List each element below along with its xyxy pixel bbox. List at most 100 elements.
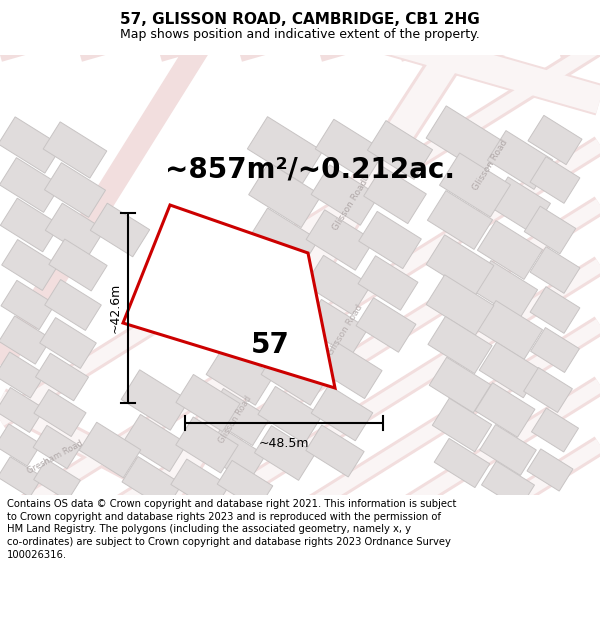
- Polygon shape: [0, 158, 61, 212]
- Polygon shape: [530, 247, 580, 293]
- Polygon shape: [426, 235, 494, 295]
- Polygon shape: [43, 122, 107, 178]
- Polygon shape: [217, 461, 273, 509]
- Polygon shape: [46, 203, 104, 257]
- Polygon shape: [311, 165, 379, 225]
- Polygon shape: [0, 0, 600, 371]
- Polygon shape: [530, 287, 580, 333]
- Polygon shape: [0, 196, 600, 588]
- Polygon shape: [0, 0, 235, 62]
- Polygon shape: [0, 424, 41, 466]
- Polygon shape: [367, 121, 433, 179]
- Polygon shape: [0, 457, 43, 498]
- Polygon shape: [0, 352, 45, 398]
- Polygon shape: [475, 382, 535, 438]
- Polygon shape: [318, 341, 382, 399]
- Polygon shape: [490, 177, 550, 233]
- Polygon shape: [1, 198, 59, 252]
- Text: Glisson Road: Glisson Road: [217, 394, 253, 446]
- Polygon shape: [123, 414, 187, 472]
- Polygon shape: [0, 199, 600, 586]
- Polygon shape: [123, 205, 335, 388]
- Polygon shape: [0, 388, 44, 432]
- Polygon shape: [532, 408, 578, 452]
- Polygon shape: [311, 385, 373, 441]
- Polygon shape: [439, 153, 511, 217]
- Polygon shape: [304, 299, 368, 357]
- Polygon shape: [427, 191, 493, 249]
- Polygon shape: [34, 389, 86, 436]
- Polygon shape: [0, 319, 600, 625]
- Polygon shape: [306, 425, 364, 477]
- Polygon shape: [0, 391, 185, 504]
- Text: Map shows position and indicative extent of the property.: Map shows position and indicative extent…: [120, 28, 480, 41]
- Polygon shape: [0, 316, 600, 625]
- Polygon shape: [0, 256, 600, 625]
- Polygon shape: [35, 353, 88, 401]
- Polygon shape: [206, 388, 270, 446]
- Polygon shape: [176, 374, 240, 432]
- Polygon shape: [0, 259, 600, 625]
- Polygon shape: [524, 368, 572, 413]
- Text: ~48.5m: ~48.5m: [259, 437, 309, 450]
- Polygon shape: [306, 210, 374, 270]
- Polygon shape: [0, 136, 600, 528]
- Polygon shape: [487, 131, 553, 189]
- Polygon shape: [428, 316, 492, 374]
- Text: 57, GLISSON ROAD, CAMBRIDGE, CB1 2HG: 57, GLISSON ROAD, CAMBRIDGE, CB1 2HG: [120, 12, 480, 27]
- Polygon shape: [527, 449, 573, 491]
- Polygon shape: [315, 119, 385, 181]
- Polygon shape: [122, 456, 182, 509]
- Polygon shape: [426, 275, 494, 335]
- Polygon shape: [151, 46, 464, 504]
- Polygon shape: [0, 436, 600, 625]
- Polygon shape: [524, 206, 576, 254]
- Polygon shape: [434, 438, 490, 488]
- Polygon shape: [176, 417, 238, 473]
- Polygon shape: [49, 239, 107, 291]
- Polygon shape: [478, 0, 600, 62]
- Polygon shape: [247, 117, 323, 183]
- Polygon shape: [429, 357, 491, 412]
- Polygon shape: [248, 162, 322, 228]
- Polygon shape: [34, 459, 80, 501]
- Polygon shape: [530, 157, 580, 203]
- Polygon shape: [247, 208, 319, 272]
- Polygon shape: [364, 166, 427, 224]
- Polygon shape: [479, 342, 541, 398]
- Polygon shape: [528, 116, 582, 164]
- Polygon shape: [479, 424, 536, 476]
- Polygon shape: [0, 389, 186, 506]
- Polygon shape: [33, 426, 81, 469]
- Text: Contains OS data © Crown copyright and database right 2021. This information is : Contains OS data © Crown copyright and d…: [7, 499, 457, 560]
- Polygon shape: [558, 0, 600, 62]
- Polygon shape: [121, 370, 189, 430]
- Polygon shape: [158, 0, 395, 62]
- Polygon shape: [0, 439, 600, 625]
- Text: Glisson Road: Glisson Road: [326, 303, 364, 357]
- Text: ~857m²/~0.212ac.: ~857m²/~0.212ac.: [165, 156, 455, 184]
- Polygon shape: [0, 36, 600, 428]
- Text: 57: 57: [251, 331, 289, 359]
- Polygon shape: [0, 379, 600, 625]
- Polygon shape: [79, 422, 141, 478]
- Polygon shape: [44, 279, 101, 331]
- Polygon shape: [258, 386, 322, 444]
- Polygon shape: [153, 48, 462, 503]
- Polygon shape: [426, 106, 504, 174]
- Polygon shape: [305, 256, 371, 314]
- Polygon shape: [0, 139, 600, 526]
- Polygon shape: [0, 39, 600, 426]
- Polygon shape: [78, 0, 315, 62]
- Polygon shape: [238, 0, 475, 62]
- Polygon shape: [44, 162, 106, 217]
- Polygon shape: [358, 256, 418, 310]
- Polygon shape: [40, 318, 97, 369]
- Polygon shape: [0, 316, 51, 364]
- Polygon shape: [206, 345, 274, 405]
- Polygon shape: [91, 203, 149, 257]
- Polygon shape: [478, 301, 542, 359]
- Polygon shape: [261, 345, 329, 405]
- Polygon shape: [1, 281, 55, 329]
- Polygon shape: [359, 211, 421, 269]
